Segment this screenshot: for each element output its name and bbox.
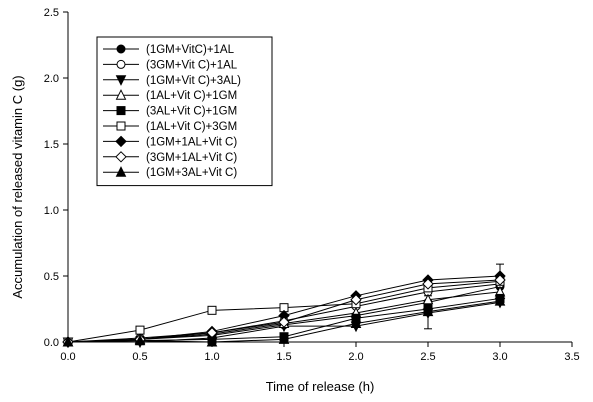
data-point-s9: [422, 305, 434, 317]
legend-label: (3GM+1AL+Vit C): [146, 152, 237, 164]
data-point-s9: [350, 317, 362, 329]
y-tick-label: 2.0: [44, 73, 59, 85]
legend-marker: [115, 166, 127, 177]
y-tick-label: 0.5: [44, 271, 59, 283]
data-point-s8: [350, 294, 362, 306]
legend-label: (1GM+1AL+Vit C): [146, 136, 237, 148]
data-point-s9: [278, 333, 290, 344]
y-tick-label: 1.0: [44, 205, 59, 217]
legend-label: (1GM+3AL+Vit C): [146, 167, 237, 179]
data-point-s9: [134, 334, 146, 346]
data-point-s4: [422, 293, 434, 305]
y-axis-title: Accumulation of released vitamin C (g): [10, 75, 25, 298]
legend-marker: [116, 59, 126, 69]
legend-label: (3AL+Vit C)+1GM: [146, 106, 237, 118]
legend-marker: [116, 121, 126, 131]
data-point-s6: [135, 325, 145, 335]
series-markers: [62, 270, 506, 349]
y-tick-label: 2.5: [44, 7, 59, 19]
y-tick-label: 1.5: [44, 139, 59, 151]
legend-marker: [115, 135, 127, 148]
x-tick-label: 3.5: [564, 351, 579, 363]
ticks: 0.0 0.5 1.0 1.5 2.0 2.5 3.0 3.5 0.0 0.5 1.0 1.5 2.0 2…: [44, 7, 580, 363]
legend-marker: [116, 44, 126, 54]
legend: (1GM+VitC)+1AL (3GM+Vit C)+1AL (1GM+Vit C)…: [96, 36, 273, 187]
x-tick-label: 0.0: [60, 351, 75, 363]
data-point-s8: [494, 274, 506, 286]
x-tick-label: 1.0: [204, 351, 219, 363]
data-point-s9: [206, 335, 218, 347]
legend-marker: [115, 75, 127, 86]
legend-label: (1GM+VitC)+1AL: [146, 44, 235, 56]
data-point-s8: [422, 278, 434, 290]
legend-marker: [115, 151, 127, 163]
data-point-s8: [278, 316, 290, 328]
legend-marker: [116, 106, 126, 116]
legend-label: (1AL+Vit C)+1GM: [146, 90, 237, 102]
data-point-s9: [494, 294, 506, 306]
x-axis-title: Time of release (h): [266, 379, 375, 394]
x-tick-label: 2.0: [348, 351, 363, 363]
legend-label: (1AL+Vit C)+3GM: [146, 121, 237, 133]
x-tick-label: 0.5: [132, 351, 147, 363]
x-tick-label: 3.0: [492, 351, 507, 363]
legend-marker: [115, 89, 127, 100]
legend-box: [96, 36, 273, 187]
error-bars: [424, 263, 504, 330]
axes: [67, 12, 572, 343]
x-tick-label: 2.5: [420, 351, 435, 363]
y-tick-label: 0.0: [44, 337, 59, 349]
legend-label: (1GM+Vit C)+3AL): [146, 75, 241, 87]
x-tick-label: 1.5: [276, 351, 291, 363]
data-point-s9: [62, 335, 74, 347]
data-point-s6: [207, 305, 217, 315]
legend-label: (3GM+Vit C)+1AL: [146, 59, 238, 71]
